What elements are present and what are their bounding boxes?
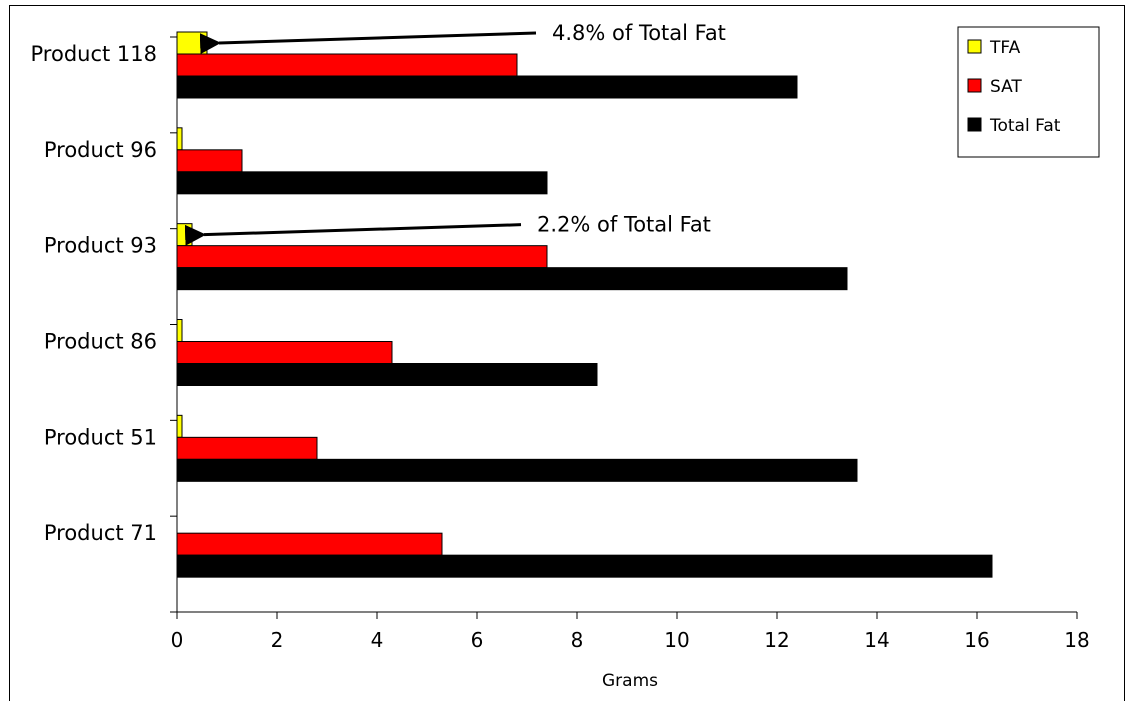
bar-sat-product-93 bbox=[176, 245, 548, 269]
category-labels-group: Product 118 Product 96 Product 93 Product 8… bbox=[31, 42, 158, 545]
x-tick-label: 10 bbox=[664, 628, 689, 652]
x-tick-label: 18 bbox=[1064, 628, 1089, 652]
category-label-product-93: Product 93 bbox=[44, 234, 157, 258]
bar-total-fat-product-93 bbox=[176, 267, 848, 291]
axes-group bbox=[176, 37, 1077, 613]
bar-total-fat-product-71 bbox=[176, 554, 993, 578]
bar-sat-product-96 bbox=[176, 149, 243, 173]
category-label-product-118: Product 118 bbox=[31, 42, 158, 66]
bar-tfa-product-86 bbox=[176, 319, 183, 342]
legend-label-sat: SAT bbox=[990, 77, 1022, 97]
tick-labels-group: 0 2 4 6 8 10 12 14 16 18 bbox=[171, 628, 1090, 652]
annotations-group: 4.8% of Total Fat 2.2% of Total Fat bbox=[184, 21, 726, 246]
category-label-product-96: Product 96 bbox=[44, 138, 157, 162]
legend-swatch-tfa bbox=[967, 39, 982, 54]
legend-swatch-sat bbox=[967, 78, 982, 93]
x-tick-label: 8 bbox=[571, 628, 584, 652]
x-tick-label: 4 bbox=[371, 628, 384, 652]
bar-tfa-product-93 bbox=[176, 223, 193, 247]
bar-sat-product-51 bbox=[176, 436, 318, 460]
annotation-text: 4.8% of Total Fat bbox=[552, 21, 726, 45]
bar-sat-product-118 bbox=[176, 53, 518, 77]
x-tick-label: 6 bbox=[471, 628, 484, 652]
bar-total-fat-product-96 bbox=[176, 171, 548, 195]
bar-total-fat-product-86 bbox=[176, 363, 598, 386]
x-tick-label: 2 bbox=[271, 628, 284, 652]
bar-tfa-product-118 bbox=[176, 31, 208, 55]
x-tick-label: 14 bbox=[864, 628, 889, 652]
bar-sat-product-71 bbox=[176, 532, 443, 556]
x-axis-title: Grams bbox=[602, 671, 658, 691]
legend: TFA SAT Total Fat bbox=[957, 26, 1100, 158]
annotation-text: 2.2% of Total Fat bbox=[537, 213, 711, 237]
ticks-group bbox=[170, 36, 1078, 619]
category-label-product-86: Product 86 bbox=[44, 330, 157, 354]
x-tick-label: 0 bbox=[171, 628, 184, 652]
bar-tfa-product-96 bbox=[176, 127, 183, 151]
category-label-product-71: Product 71 bbox=[44, 521, 157, 545]
bars-group bbox=[176, 31, 993, 578]
bar-tfa-product-51 bbox=[176, 414, 183, 438]
annotation-arrow bbox=[184, 223, 522, 246]
legend-label-tfa: TFA bbox=[989, 38, 1021, 58]
legend-label-total-fat: Total Fat bbox=[989, 116, 1061, 136]
x-tick-label: 12 bbox=[764, 628, 789, 652]
x-tick-label: 16 bbox=[964, 628, 989, 652]
category-label-product-51: Product 51 bbox=[44, 425, 157, 449]
annotation-arrow bbox=[199, 31, 537, 55]
legend-swatch-total-fat bbox=[967, 117, 982, 132]
bar-total-fat-product-51 bbox=[176, 458, 858, 482]
bar-sat-product-86 bbox=[176, 341, 393, 364]
bar-total-fat-product-118 bbox=[176, 75, 798, 99]
